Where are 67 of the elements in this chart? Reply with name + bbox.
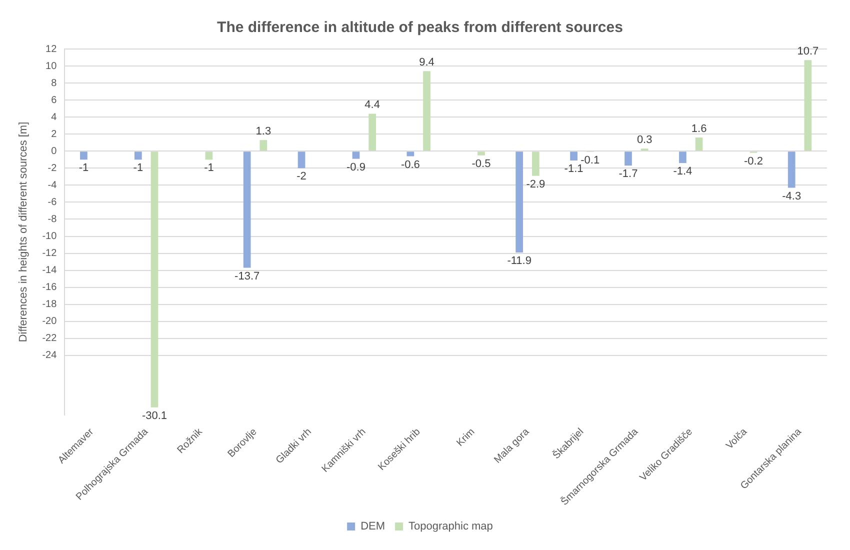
data-label: -0.2 [744,155,763,168]
bar [150,152,158,408]
y-tick-label: 0 [51,146,58,157]
data-label: -0.9 [346,161,366,174]
y-tick-label: -14 [42,265,58,276]
data-label: 1.6 [691,123,707,136]
y-tick-label: -16 [42,282,58,294]
data-label: -0.6 [400,158,420,171]
data-label: -1 [78,162,89,174]
bar [368,114,376,151]
bar [695,138,703,151]
bar [80,152,88,160]
y-tick-label: -6 [48,196,58,208]
y-tick-label: 4 [51,112,58,123]
bar [423,71,430,151]
y-tick-label: -4 [48,180,58,191]
bar [624,152,632,166]
bar [205,152,213,160]
data-label: -11.9 [507,254,532,267]
bar [679,152,686,164]
x-tick-label: Krim [454,426,478,449]
y-tick-label: 12 [46,44,58,55]
y-tick-label: 2 [51,128,58,140]
data-label: 1.3 [256,126,272,138]
data-label: -4.3 [782,190,802,202]
data-label: -1.7 [618,168,638,180]
y-tick-label: -20 [42,316,58,328]
y-tick-label: -10 [42,231,58,242]
y-axis-title: Differences in heights of different sources [m] [18,122,30,342]
data-label: -1.4 [673,166,692,178]
y-tick-label: -18 [42,299,58,310]
bar [516,152,524,252]
data-label: 0.3 [636,134,652,146]
bar [804,60,812,151]
bar [260,140,268,151]
y-tick-label: 10 [46,60,58,72]
data-label: -13.7 [234,270,260,282]
y-tick-label: 8 [51,78,58,89]
data-label: -0.5 [472,158,491,170]
data-label: 10.7 [797,46,819,58]
y-tick-label: -24 [42,350,58,362]
data-label: -2.9 [526,178,546,190]
data-label: -0.1 [580,154,600,167]
bar [478,152,485,156]
legend-label: DEM [360,520,386,533]
bar [298,152,306,168]
data-label: -30.1 [142,410,168,422]
y-tick-label: -2 [48,162,58,174]
y-tick-label: -8 [48,214,58,225]
bar [570,152,578,161]
y-tick-label: -12 [42,248,58,260]
bar [134,152,142,160]
legend-label: Topographic map [408,520,493,533]
data-label: 9.4 [419,56,434,69]
bar [352,152,360,159]
data-label: -1 [204,162,214,174]
y-tick-label: 6 [51,94,58,106]
data-label: -1.1 [564,163,584,176]
bar [406,152,414,156]
y-tick-label: -22 [42,333,58,344]
data-label: 4.4 [364,99,380,112]
bar [532,152,540,176]
bar [243,152,251,268]
data-label: -1 [133,162,144,174]
data-label: -2 [296,170,306,183]
chart-title: The difference in altitude of peaks from different sources [217,19,623,36]
bar [788,152,796,188]
